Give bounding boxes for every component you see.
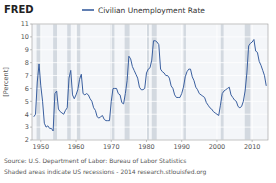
recession-band: [221, 24, 224, 140]
y-tick-label: 11: [21, 20, 29, 28]
series-line: [34, 39, 266, 131]
y-tick-label: 9: [25, 46, 29, 54]
x-tick-label: 1980: [138, 143, 155, 151]
x-tick: [181, 140, 182, 142]
y-tick: [30, 101, 32, 102]
x-tick-label: 2000: [209, 143, 226, 151]
x-tick: [76, 140, 77, 142]
grid-line: [32, 88, 268, 89]
grid-line: [216, 24, 217, 140]
x-tick: [111, 140, 112, 142]
grid-line: [146, 24, 147, 140]
grid-line: [32, 36, 268, 37]
y-tick-label: 6: [25, 85, 29, 93]
x-tick-label: 1970: [103, 143, 120, 151]
plot-content: [32, 24, 268, 140]
x-tick: [252, 140, 253, 142]
y-tick: [30, 127, 32, 128]
y-tick-label: 2: [25, 136, 29, 144]
y-tick-label: 3: [25, 123, 29, 131]
grid-line: [111, 24, 112, 140]
x-tick: [216, 140, 217, 142]
y-tick: [30, 75, 32, 76]
plot-area: [32, 24, 268, 140]
y-tick: [30, 24, 32, 25]
grid-line: [32, 114, 268, 115]
y-tick: [30, 140, 32, 141]
y-tick-label: 10: [21, 33, 29, 41]
logo: FRED: [4, 4, 34, 15]
y-tick: [30, 114, 32, 115]
grid-line: [181, 24, 182, 140]
y-tick-label: 7: [25, 72, 29, 80]
source-note: Source: U.S. Department of Labor: Bureau…: [4, 157, 186, 165]
y-tick: [30, 36, 32, 37]
grid-line: [32, 49, 268, 50]
y-tick: [30, 88, 32, 89]
x-tick-label: 1960: [68, 143, 85, 151]
x-tick-label: 1990: [173, 143, 190, 151]
recession-band: [146, 24, 148, 140]
x-tick: [146, 140, 147, 142]
y-tick-label: 4: [25, 111, 29, 119]
chart: FRED Civilian Unemployment Rate 2 3 4 5 6 7 8 9 10…: [0, 0, 276, 183]
grid-line: [32, 127, 268, 128]
y-tick: [30, 62, 32, 63]
plot-frame: [32, 24, 268, 140]
title: Civilian Unemployment Rate: [98, 6, 205, 15]
source-note: Shaded areas indicate US recessions - 20…: [4, 168, 206, 176]
legend-swatch: [82, 9, 94, 11]
y-tick-label: 8: [25, 59, 29, 67]
recession-band: [77, 24, 81, 140]
y-axis-label: [Percent]: [2, 67, 10, 97]
x-tick-label: 2010: [244, 143, 261, 151]
y-tick: [30, 49, 32, 50]
grid-line: [32, 75, 268, 76]
x-tick: [40, 140, 41, 142]
grid-line: [76, 24, 77, 140]
recession-band: [111, 24, 115, 140]
y-tick-label: 5: [25, 98, 29, 106]
x-tick-label: 1950: [33, 143, 50, 151]
grid-line: [32, 62, 268, 63]
